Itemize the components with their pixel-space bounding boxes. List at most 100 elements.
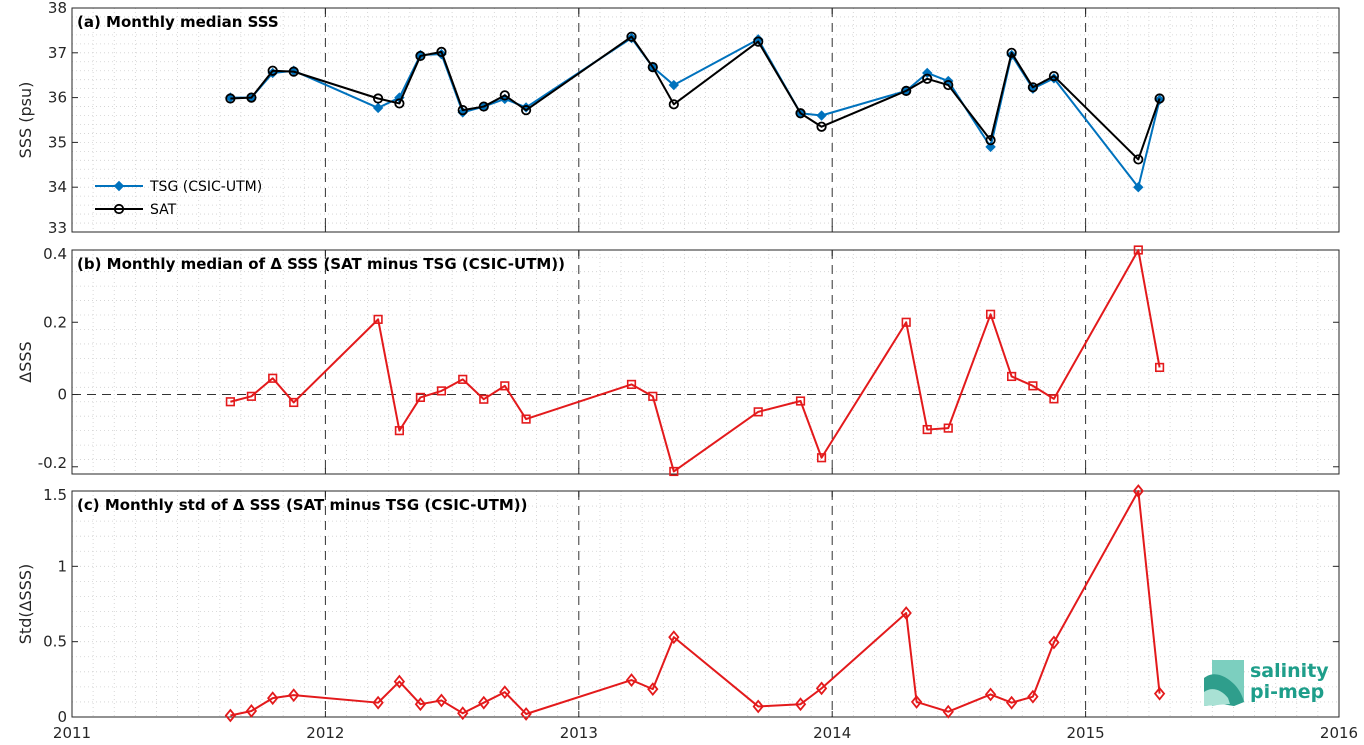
x-ticks bbox=[71, 250, 1340, 474]
data-point bbox=[372, 695, 384, 710]
axes-box bbox=[71, 249, 1340, 475]
legend-label: TSG (CSIC-UTM) bbox=[149, 179, 262, 195]
legend-marker bbox=[113, 180, 125, 192]
data-point bbox=[910, 695, 923, 709]
data-point bbox=[1133, 154, 1144, 165]
data-point bbox=[393, 674, 406, 689]
y-ticks: 0 0.5 1 1.5 bbox=[43, 486, 1339, 726]
data-point bbox=[816, 453, 827, 463]
data-point bbox=[1154, 93, 1165, 104]
data-point bbox=[1027, 689, 1039, 704]
x-ticks bbox=[71, 8, 1340, 232]
x-ticks: 2011 2012 2013 2014 2015 2016 bbox=[53, 491, 1358, 742]
data-point bbox=[499, 90, 510, 101]
legend-item: SAT bbox=[95, 202, 177, 218]
data-point bbox=[373, 93, 384, 104]
y-tick-label: 34 bbox=[48, 178, 67, 196]
series-line bbox=[230, 37, 1161, 189]
data-point bbox=[985, 309, 996, 319]
y-tick-label: 0 bbox=[57, 708, 67, 726]
data-point bbox=[626, 379, 637, 390]
data-point bbox=[414, 697, 427, 712]
data-point bbox=[900, 606, 912, 620]
data-point bbox=[267, 691, 279, 706]
data-point bbox=[668, 79, 680, 91]
data-point bbox=[647, 62, 658, 73]
data-point bbox=[795, 396, 806, 406]
y-tick-label: 38 bbox=[48, 0, 67, 17]
y-axis-label: SSS (psu) bbox=[16, 82, 35, 159]
data-point bbox=[224, 708, 237, 723]
data-point bbox=[668, 99, 679, 110]
data-point bbox=[795, 108, 806, 119]
data-point bbox=[647, 682, 659, 697]
y-axis-label: ΔSSS bbox=[16, 341, 35, 382]
data-point bbox=[816, 110, 827, 121]
logo-line1: salinity bbox=[1250, 660, 1329, 682]
data-point bbox=[415, 392, 426, 403]
y-tick-label: 0.2 bbox=[43, 313, 67, 331]
series-delta-2 bbox=[224, 484, 1166, 723]
panel-title: (b) Monthly median of Δ SSS (SAT minus T… bbox=[77, 255, 565, 273]
data-point bbox=[268, 373, 278, 383]
data-point bbox=[267, 65, 278, 76]
data-point bbox=[436, 386, 447, 396]
data-point bbox=[752, 699, 764, 714]
y-axis-label: Std(ΔSSS) bbox=[16, 564, 35, 644]
salinity-pi-mep-logo: salinity pi-mep bbox=[1204, 660, 1329, 706]
data-point bbox=[1153, 686, 1166, 701]
data-point bbox=[794, 697, 807, 712]
data-point bbox=[922, 73, 933, 84]
x-tick-label: 2013 bbox=[560, 724, 598, 742]
data-point bbox=[1028, 381, 1038, 391]
data-point bbox=[1007, 371, 1017, 382]
logo-line2: pi-mep bbox=[1250, 681, 1324, 703]
data-point bbox=[668, 630, 680, 645]
data-point bbox=[245, 704, 258, 718]
data-point bbox=[246, 391, 257, 401]
grid bbox=[72, 250, 1339, 475]
data-point bbox=[458, 374, 468, 384]
x-tick-label: 2012 bbox=[306, 724, 344, 742]
data-point bbox=[435, 693, 448, 708]
data-point bbox=[984, 687, 997, 702]
data-point bbox=[753, 407, 763, 417]
data-point bbox=[394, 98, 405, 109]
data-point bbox=[1006, 47, 1017, 58]
series-delta-1 bbox=[225, 245, 1165, 477]
y-tick-label: -0.2 bbox=[38, 454, 67, 472]
legend-label: SAT bbox=[150, 202, 177, 218]
data-point bbox=[225, 397, 235, 407]
axes-box bbox=[71, 7, 1340, 233]
data-point bbox=[373, 314, 383, 324]
data-point bbox=[478, 695, 490, 710]
series-sat bbox=[225, 31, 1165, 165]
y-tick-label: 0.4 bbox=[43, 245, 67, 263]
data-point bbox=[1027, 82, 1038, 93]
data-point bbox=[648, 391, 658, 401]
data-point bbox=[669, 466, 679, 477]
data-point bbox=[436, 46, 447, 58]
data-point bbox=[815, 681, 828, 696]
data-point bbox=[225, 93, 236, 104]
logo-wave-icon-3 bbox=[1204, 689, 1230, 706]
data-point bbox=[394, 426, 404, 436]
y-tick-label: 35 bbox=[48, 133, 67, 151]
data-point bbox=[521, 414, 531, 424]
data-point bbox=[625, 673, 638, 688]
data-point bbox=[943, 79, 954, 91]
y-tick-label: 37 bbox=[48, 44, 67, 62]
panel-b-monthly-median-delta-sss: -0.2 0 0.2 0.4 ΔSSS (b) Monthly median of Δ S… bbox=[16, 245, 1340, 477]
data-point bbox=[1048, 70, 1060, 82]
legend-item: TSG (CSIC-UTM) bbox=[95, 179, 262, 195]
data-point bbox=[901, 317, 911, 327]
data-point bbox=[457, 706, 469, 721]
data-point bbox=[626, 31, 637, 42]
data-point bbox=[289, 397, 299, 408]
data-point bbox=[1049, 394, 1059, 404]
data-point bbox=[816, 121, 827, 132]
panel-a-monthly-median-sss: 33 34 35 36 37 38 SSS (psu) (a) Monthly median … bbox=[16, 0, 1340, 237]
data-point bbox=[922, 424, 932, 435]
series-line bbox=[230, 490, 1161, 717]
data-point bbox=[372, 102, 384, 114]
